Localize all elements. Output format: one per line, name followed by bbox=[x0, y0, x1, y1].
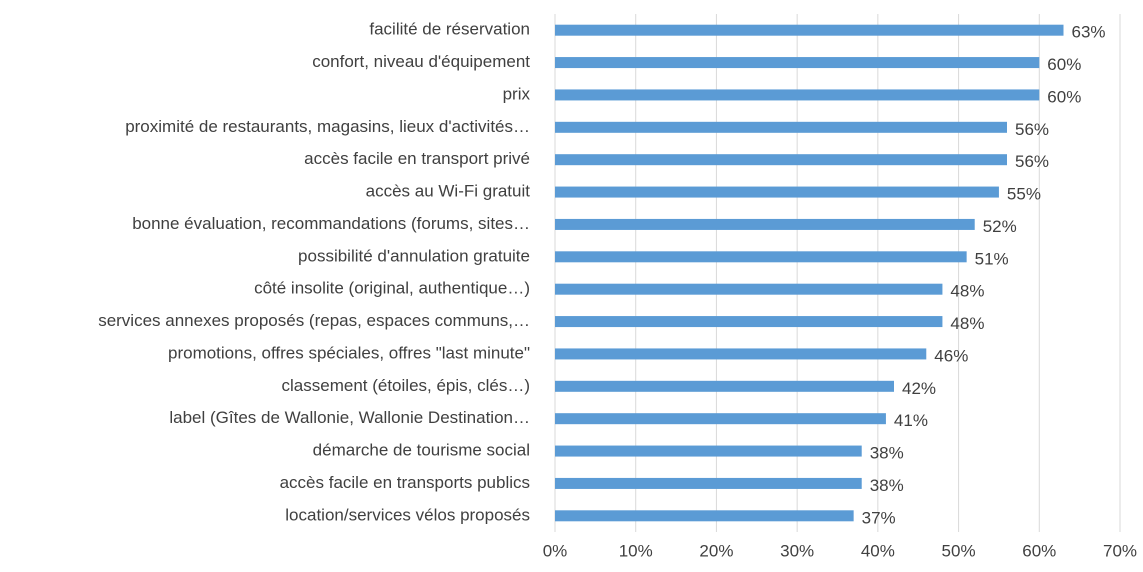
y-tick-label: prix bbox=[503, 84, 531, 103]
y-tick-label: accès facile en transport privé bbox=[304, 149, 530, 168]
x-tick-label: 40% bbox=[861, 541, 895, 560]
y-tick-label: label (Gîtes de Wallonie, Wallonie Desti… bbox=[169, 408, 530, 427]
bar bbox=[555, 121, 1007, 133]
bar bbox=[555, 283, 943, 295]
data-label: 56% bbox=[1015, 120, 1049, 139]
y-tick-label: classement (étoiles, épis, clés…) bbox=[282, 376, 530, 395]
y-tick-label: services annexes proposés (repas, espace… bbox=[98, 311, 530, 330]
data-label: 52% bbox=[983, 217, 1017, 236]
x-tick-label: 30% bbox=[780, 541, 814, 560]
data-label: 46% bbox=[934, 346, 968, 365]
y-tick-label: accès facile en transports publics bbox=[280, 473, 530, 492]
y-tick-label: possibilité d'annulation gratuite bbox=[298, 246, 530, 265]
data-label: 60% bbox=[1047, 87, 1081, 106]
bar bbox=[555, 251, 967, 263]
data-label: 48% bbox=[950, 314, 984, 333]
y-tick-label: location/services vélos proposés bbox=[285, 505, 530, 524]
bar bbox=[555, 218, 975, 230]
bar bbox=[555, 89, 1040, 101]
data-label: 38% bbox=[870, 444, 904, 463]
x-tick-label: 50% bbox=[942, 541, 976, 560]
bar bbox=[555, 380, 894, 392]
data-label: 51% bbox=[975, 249, 1009, 268]
data-label: 38% bbox=[870, 476, 904, 495]
x-tick-label: 70% bbox=[1103, 541, 1137, 560]
data-label: 41% bbox=[894, 411, 928, 430]
data-label: 48% bbox=[950, 282, 984, 301]
x-tick-label: 10% bbox=[619, 541, 653, 560]
y-tick-label: confort, niveau d'équipement bbox=[312, 52, 530, 71]
y-tick-label: proximité de restaurants, magasins, lieu… bbox=[125, 117, 530, 136]
y-tick-label: promotions, offres spéciales, offres "la… bbox=[168, 343, 530, 362]
x-tick-label: 0% bbox=[543, 541, 568, 560]
data-label: 42% bbox=[902, 379, 936, 398]
data-label: 56% bbox=[1015, 152, 1049, 171]
data-label: 60% bbox=[1047, 55, 1081, 74]
y-tick-label: côté insolite (original, authentique…) bbox=[254, 279, 530, 298]
bar bbox=[555, 316, 943, 328]
bar bbox=[555, 445, 862, 457]
data-label: 55% bbox=[1007, 185, 1041, 204]
bar bbox=[555, 477, 862, 489]
bar bbox=[555, 413, 886, 425]
x-tick-label: 20% bbox=[699, 541, 733, 560]
bar bbox=[555, 154, 1007, 166]
bar bbox=[555, 24, 1064, 36]
bar bbox=[555, 348, 927, 360]
y-tick-label: facilité de réservation bbox=[369, 20, 530, 39]
y-tick-label: accès au Wi-Fi gratuit bbox=[366, 182, 531, 201]
data-label: 63% bbox=[1072, 23, 1106, 42]
y-tick-label: démarche de tourisme social bbox=[313, 441, 530, 460]
bar bbox=[555, 510, 854, 522]
bar bbox=[555, 186, 999, 198]
bar bbox=[555, 57, 1040, 69]
data-label: 37% bbox=[862, 508, 896, 527]
x-tick-label: 60% bbox=[1022, 541, 1056, 560]
y-tick-label: bonne évaluation, recommandations (forum… bbox=[132, 214, 530, 233]
